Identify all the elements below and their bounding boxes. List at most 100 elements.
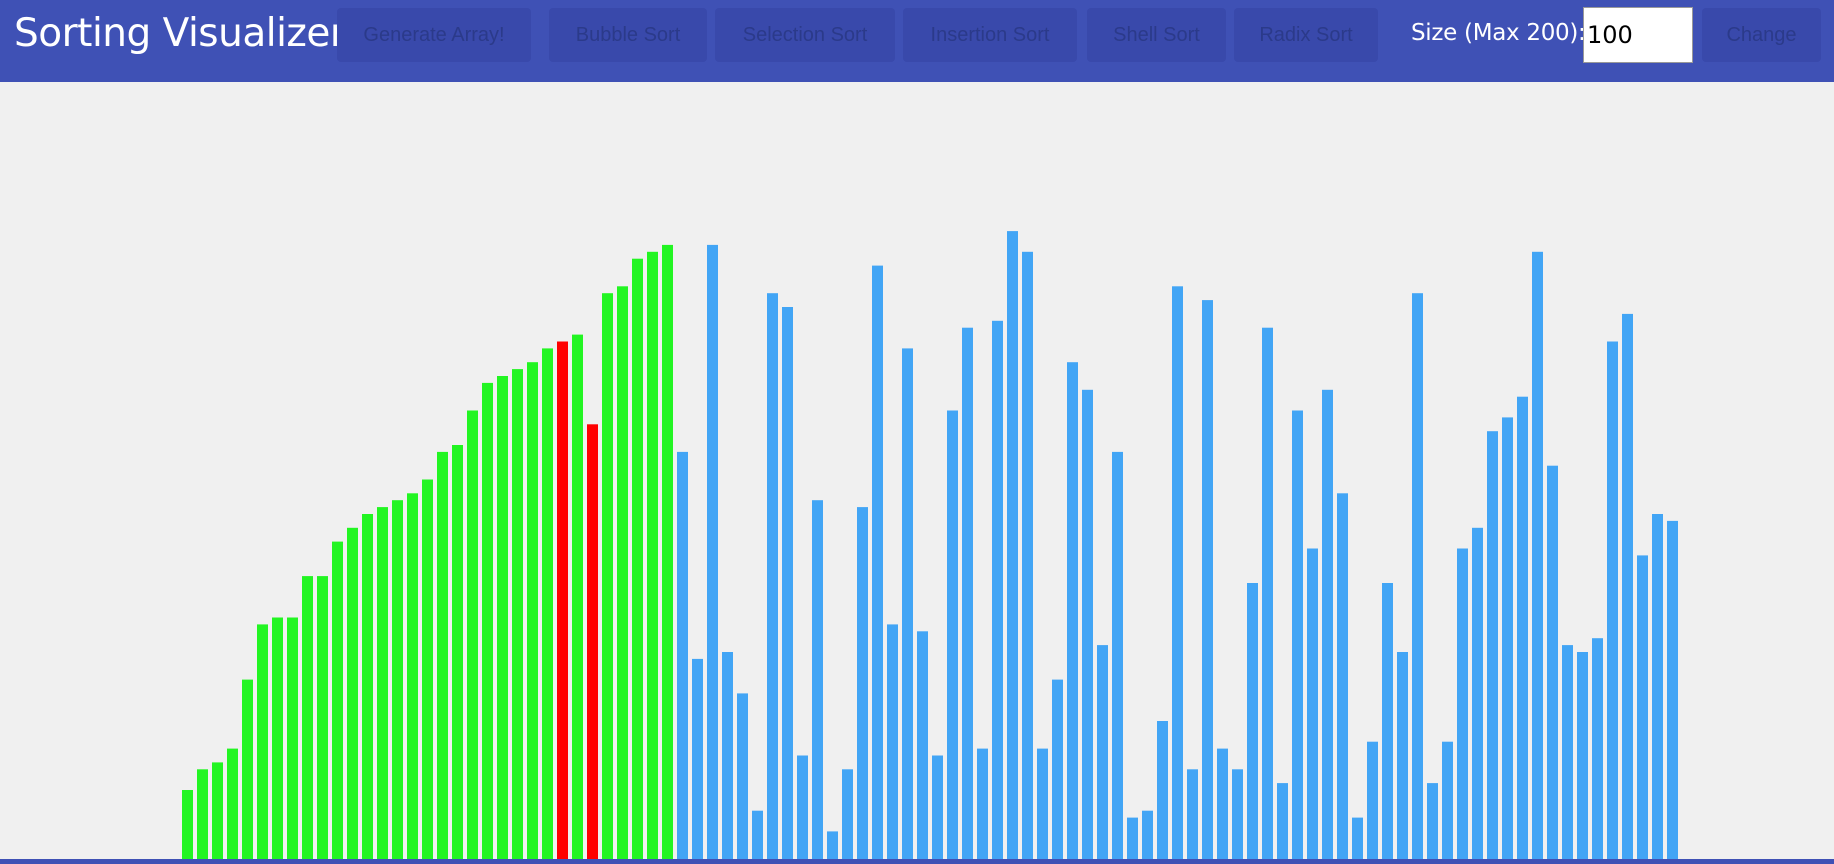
- array-bar: [1187, 769, 1198, 859]
- array-bar: [1352, 817, 1363, 859]
- array-bar: [1502, 417, 1513, 859]
- array-bar: [872, 265, 883, 859]
- array-bar: [917, 631, 928, 859]
- array-bar: [932, 755, 943, 859]
- array-bar: [1427, 783, 1438, 859]
- size-label: Size (Max 200):: [1411, 20, 1586, 46]
- array-bar: [1277, 783, 1288, 859]
- array-bar: [962, 327, 973, 859]
- array-bar: [1037, 748, 1048, 859]
- bubble-sort-button[interactable]: Bubble Sort: [549, 8, 707, 62]
- array-bar: [1337, 493, 1348, 859]
- array-bar: [902, 348, 913, 859]
- array-bar: [1382, 583, 1393, 859]
- array-bar: [1562, 645, 1573, 859]
- array-bar: [1442, 741, 1453, 859]
- array-bar: [437, 451, 448, 859]
- array-bar: [527, 362, 538, 859]
- array-bar: [542, 348, 553, 859]
- array-bar: [782, 307, 793, 859]
- array-bar: [182, 790, 193, 859]
- array-bar: [1577, 652, 1588, 859]
- array-bar: [227, 748, 238, 859]
- array-bar: [1097, 645, 1108, 859]
- array-bar: [662, 244, 673, 859]
- array-bar: [362, 514, 373, 859]
- array-bar: [602, 293, 613, 859]
- array-bar: [1292, 410, 1303, 859]
- array-bar: [1367, 741, 1378, 859]
- selection-sort-button[interactable]: Selection Sort: [715, 8, 895, 62]
- array-bar: [737, 693, 748, 859]
- bars-canvas: [182, 231, 1678, 859]
- array-bar: [422, 479, 433, 859]
- array-bar: [287, 617, 298, 859]
- array-bar: [1667, 520, 1678, 859]
- array-bar: [1637, 555, 1648, 859]
- radix-sort-button[interactable]: Radix Sort: [1234, 8, 1378, 62]
- array-bar: [212, 762, 223, 859]
- array-bar: [857, 507, 868, 859]
- array-bar: [1457, 548, 1468, 859]
- array-bar: [947, 410, 958, 859]
- array-bar: [1307, 548, 1318, 859]
- array-bar: [377, 507, 388, 859]
- array-bar: [1622, 313, 1633, 859]
- array-bar: [1067, 362, 1078, 859]
- bottom-border: [0, 859, 1834, 864]
- array-bar: [1127, 817, 1138, 859]
- array-bar: [842, 769, 853, 859]
- array-bar: [557, 341, 568, 859]
- array-bar: [692, 658, 703, 859]
- array-bar: [752, 810, 763, 859]
- array-bar: [1472, 527, 1483, 859]
- array-bar: [452, 445, 463, 859]
- array-bar: [887, 624, 898, 859]
- array-bar: [407, 493, 418, 859]
- array-bar: [467, 410, 478, 859]
- array-bar: [512, 369, 523, 859]
- array-bar: [1652, 514, 1663, 859]
- array-bar: [1517, 396, 1528, 859]
- array-bar: [722, 652, 733, 859]
- app-title: Sorting Visualizer!: [14, 11, 361, 56]
- array-bar: [1232, 769, 1243, 859]
- shell-sort-button[interactable]: Shell Sort: [1087, 8, 1226, 62]
- array-bar: [1007, 231, 1018, 859]
- array-bar: [257, 624, 268, 859]
- array-bar: [497, 376, 508, 859]
- array-bar: [1142, 810, 1153, 859]
- bars-area: [0, 82, 1834, 859]
- array-bar: [617, 286, 628, 859]
- array-bar: [632, 258, 643, 859]
- array-bar: [1532, 251, 1543, 859]
- array-bar: [812, 500, 823, 859]
- array-bar: [707, 244, 718, 859]
- array-bar: [1052, 679, 1063, 859]
- array-bar: [977, 748, 988, 859]
- navbar: Sorting Visualizer! Generate Array! Bubb…: [0, 0, 1834, 82]
- array-bar: [272, 617, 283, 859]
- array-bar: [1412, 293, 1423, 859]
- array-bar: [587, 424, 598, 859]
- array-bar: [1592, 638, 1603, 859]
- insertion-sort-button[interactable]: Insertion Sort: [903, 8, 1077, 62]
- size-input[interactable]: [1583, 7, 1693, 63]
- array-bar: [1397, 652, 1408, 859]
- array-bar: [1607, 341, 1618, 859]
- array-bar: [302, 576, 313, 859]
- array-bar: [1487, 431, 1498, 859]
- array-bar: [347, 527, 358, 859]
- array-bar: [1247, 583, 1258, 859]
- array-bar: [677, 451, 688, 859]
- array-bar: [1547, 465, 1558, 859]
- array-bar: [1157, 721, 1168, 859]
- array-bar: [1172, 286, 1183, 859]
- array-bar: [317, 576, 328, 859]
- generate-array-button[interactable]: Generate Array!: [337, 8, 531, 62]
- array-bar: [1202, 300, 1213, 859]
- array-bar: [482, 382, 493, 859]
- array-bar: [1322, 389, 1333, 859]
- array-bar: [647, 251, 658, 859]
- change-size-button[interactable]: Change: [1702, 8, 1821, 62]
